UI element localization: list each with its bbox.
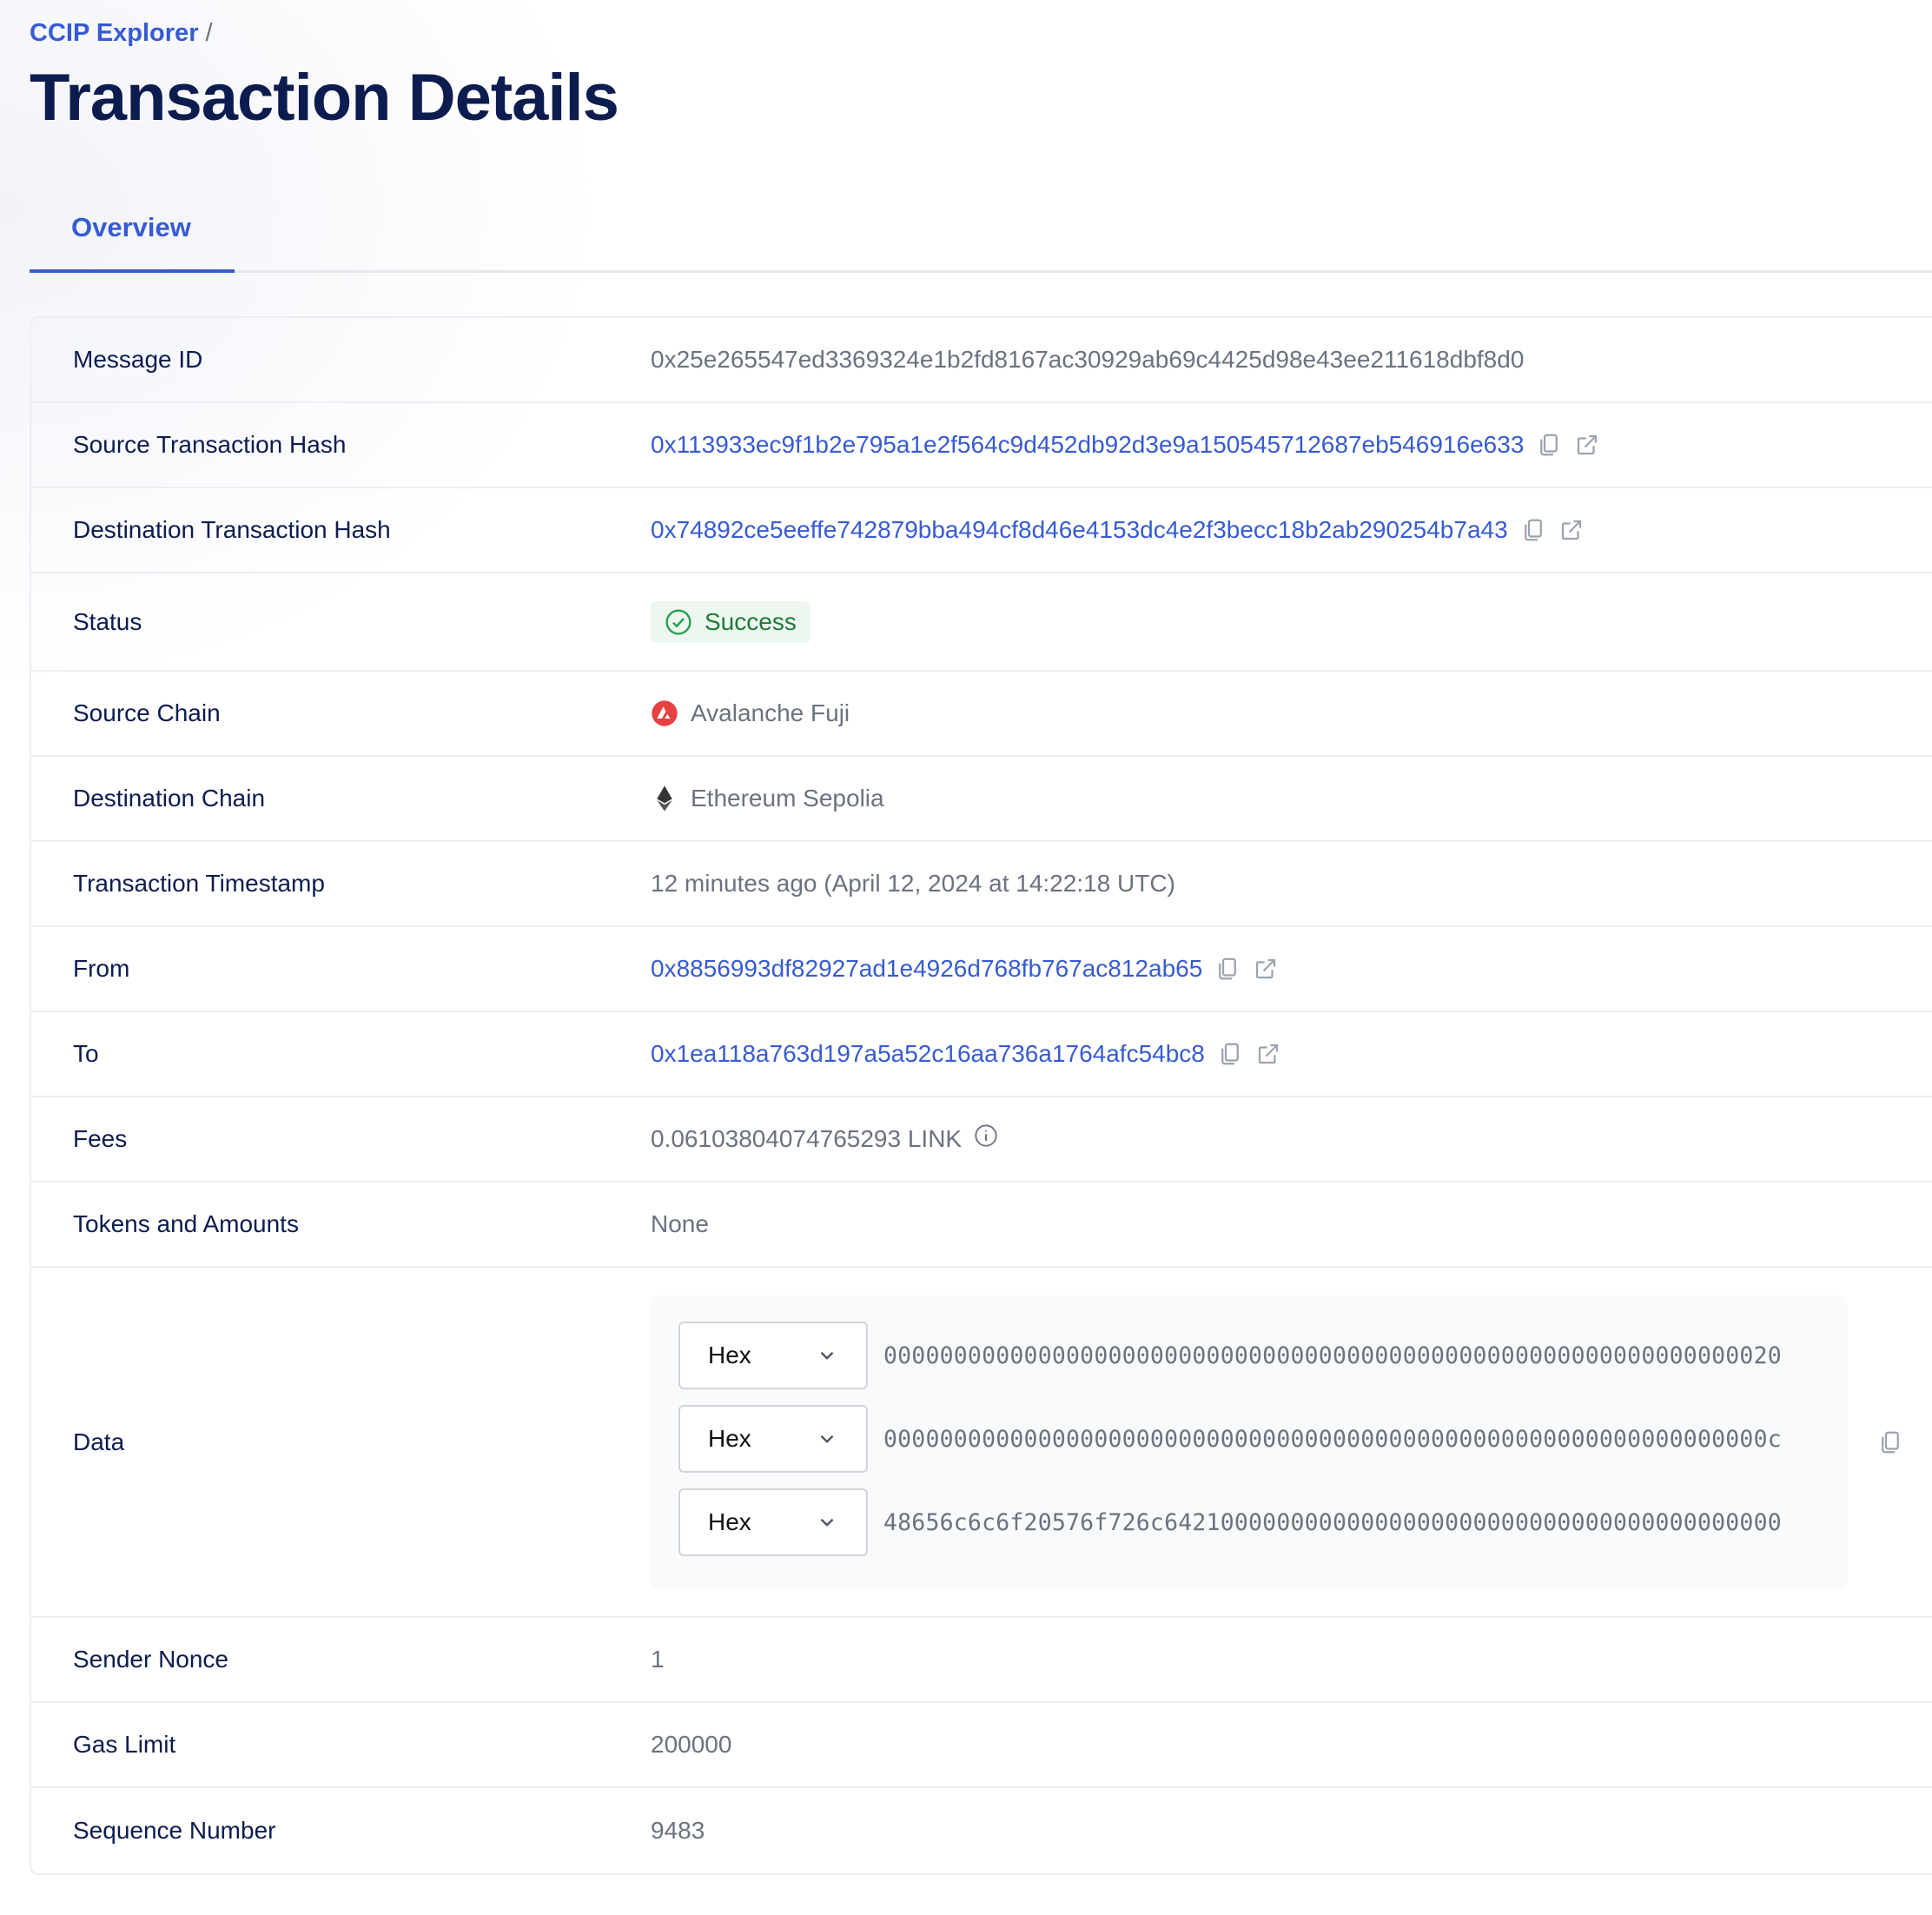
label: Gas Limit	[73, 1731, 176, 1758]
external-link-icon[interactable]	[1558, 517, 1585, 543]
row-gas-limit: Gas Limit 200000	[31, 1703, 1932, 1788]
format-select-value: Hex	[708, 1508, 751, 1535]
chevron-down-icon	[816, 1344, 838, 1367]
nonce-value: 1	[651, 1646, 665, 1673]
label: Destination Chain	[73, 785, 266, 812]
ethereum-icon	[657, 785, 672, 812]
copy-icon[interactable]	[1536, 432, 1562, 458]
external-link-icon[interactable]	[1574, 432, 1600, 458]
status-text: Success	[705, 607, 797, 635]
row-dest-tx: Destination Transaction Hash 0x74892ce5e…	[31, 488, 1932, 573]
row-from: From 0x8856993df82927ad1e4926d768fb767ac…	[31, 927, 1932, 1012]
label: Destination Transaction Hash	[73, 516, 391, 543]
breadcrumb-separator: /	[205, 19, 213, 47]
tab-bar: Overview	[30, 186, 1932, 273]
row-status: Status Success	[31, 573, 1932, 672]
tokens-value: None	[651, 1210, 709, 1237]
row-nonce: Sender Nonce 1	[31, 1618, 1932, 1703]
row-source-tx: Source Transaction Hash 0x113933ec9f1b2e…	[31, 403, 1932, 488]
from-address-link[interactable]: 0x8856993df82927ad1e4926d768fb767ac812ab…	[651, 955, 1203, 982]
details-card: Message ID 0x25e265547ed3369324e1b2fd816…	[30, 316, 1932, 1875]
data-box: Hex 000000000000000000000000000000000000…	[651, 1295, 1848, 1588]
check-circle-icon	[665, 608, 691, 635]
row-source-chain: Source Chain Avalanche Fuji	[31, 672, 1932, 757]
external-link-icon[interactable]	[1253, 956, 1279, 982]
status-badge: Success	[651, 600, 811, 643]
copy-icon[interactable]	[1217, 1041, 1243, 1067]
label: Sequence Number	[73, 1817, 276, 1844]
label: Tokens and Amounts	[73, 1210, 299, 1237]
chevron-down-icon	[816, 1428, 838, 1450]
tab-overview[interactable]: Overview	[30, 186, 235, 273]
format-select[interactable]: Hex	[678, 1488, 868, 1556]
external-link-icon[interactable]	[1255, 1041, 1281, 1067]
data-line: Hex 48656c6c6f20576f726c6421000000000000…	[678, 1488, 1820, 1556]
row-message-id: Message ID 0x25e265547ed3369324e1b2fd816…	[31, 318, 1932, 403]
format-select-value: Hex	[708, 1425, 751, 1452]
copy-icon[interactable]	[1877, 1429, 1903, 1455]
info-icon[interactable]	[974, 1123, 998, 1148]
gas-limit-value: 200000	[651, 1731, 732, 1758]
breadcrumb: CCIP Explorer /	[30, 0, 1932, 48]
row-to: To 0x1ea118a763d197a5a52c16aa736a1764afc…	[31, 1012, 1932, 1097]
sequence-value: 9483	[651, 1817, 705, 1844]
data-hex-value: 0000000000000000000000000000000000000000…	[883, 1342, 1782, 1369]
to-address-link[interactable]: 0x1ea118a763d197a5a52c16aa736a1764afc54b…	[651, 1040, 1205, 1067]
format-select-value: Hex	[708, 1342, 751, 1368]
label: To	[73, 1040, 99, 1067]
source-chain-name: Avalanche Fuji	[691, 699, 850, 726]
label: Status	[73, 607, 142, 635]
background-gradient	[0, 0, 608, 695]
data-line: Hex 000000000000000000000000000000000000…	[678, 1405, 1820, 1473]
chevron-down-icon	[816, 1511, 838, 1534]
dest-tx-link[interactable]: 0x74892ce5eeffe742879bba494cf8d46e4153dc…	[651, 516, 1508, 543]
label: Fees	[73, 1125, 128, 1152]
data-hex-value: 0000000000000000000000000000000000000000…	[883, 1425, 1782, 1453]
label: Transaction Timestamp	[73, 870, 325, 897]
row-timestamp: Transaction Timestamp 12 minutes ago (Ap…	[31, 842, 1932, 927]
label: Source Chain	[73, 699, 221, 726]
label: From	[73, 955, 130, 982]
source-tx-link[interactable]: 0x113933ec9f1b2e795a1e2f564c9d452db92d3e…	[651, 431, 1525, 458]
fees-value: 0.06103804074765293 LINK	[651, 1125, 963, 1152]
row-tokens: Tokens and Amounts None	[31, 1183, 1932, 1268]
copy-icon[interactable]	[1520, 517, 1546, 543]
format-select[interactable]: Hex	[678, 1405, 868, 1473]
row-data: Data Hex 0000000000000000000000000000000…	[31, 1268, 1932, 1618]
dest-chain-name: Ethereum Sepolia	[691, 785, 884, 812]
row-fees: Fees 0.06103804074765293 LINK	[31, 1097, 1932, 1183]
data-line: Hex 000000000000000000000000000000000000…	[678, 1322, 1820, 1389]
timestamp-value: 12 minutes ago (April 12, 2024 at 14:22:…	[651, 870, 1175, 897]
format-select[interactable]: Hex	[678, 1322, 868, 1389]
data-hex-value: 48656c6c6f20576f726c64210000000000000000…	[883, 1508, 1782, 1536]
label: Source Transaction Hash	[73, 431, 347, 458]
label: Data	[73, 1428, 125, 1455]
message-id-value: 0x25e265547ed3369324e1b2fd8167ac30929ab6…	[651, 346, 1525, 373]
row-sequence: Sequence Number 9483	[31, 1788, 1932, 1873]
label: Message ID	[73, 346, 203, 373]
avalanche-icon	[652, 700, 678, 726]
row-dest-chain: Destination Chain Ethereum Sepolia	[31, 757, 1932, 842]
copy-icon[interactable]	[1214, 956, 1241, 982]
page-title: Transaction Details	[30, 61, 619, 135]
label: Sender Nonce	[73, 1646, 229, 1673]
breadcrumb-ccip-explorer-link[interactable]: CCIP Explorer	[30, 19, 199, 47]
